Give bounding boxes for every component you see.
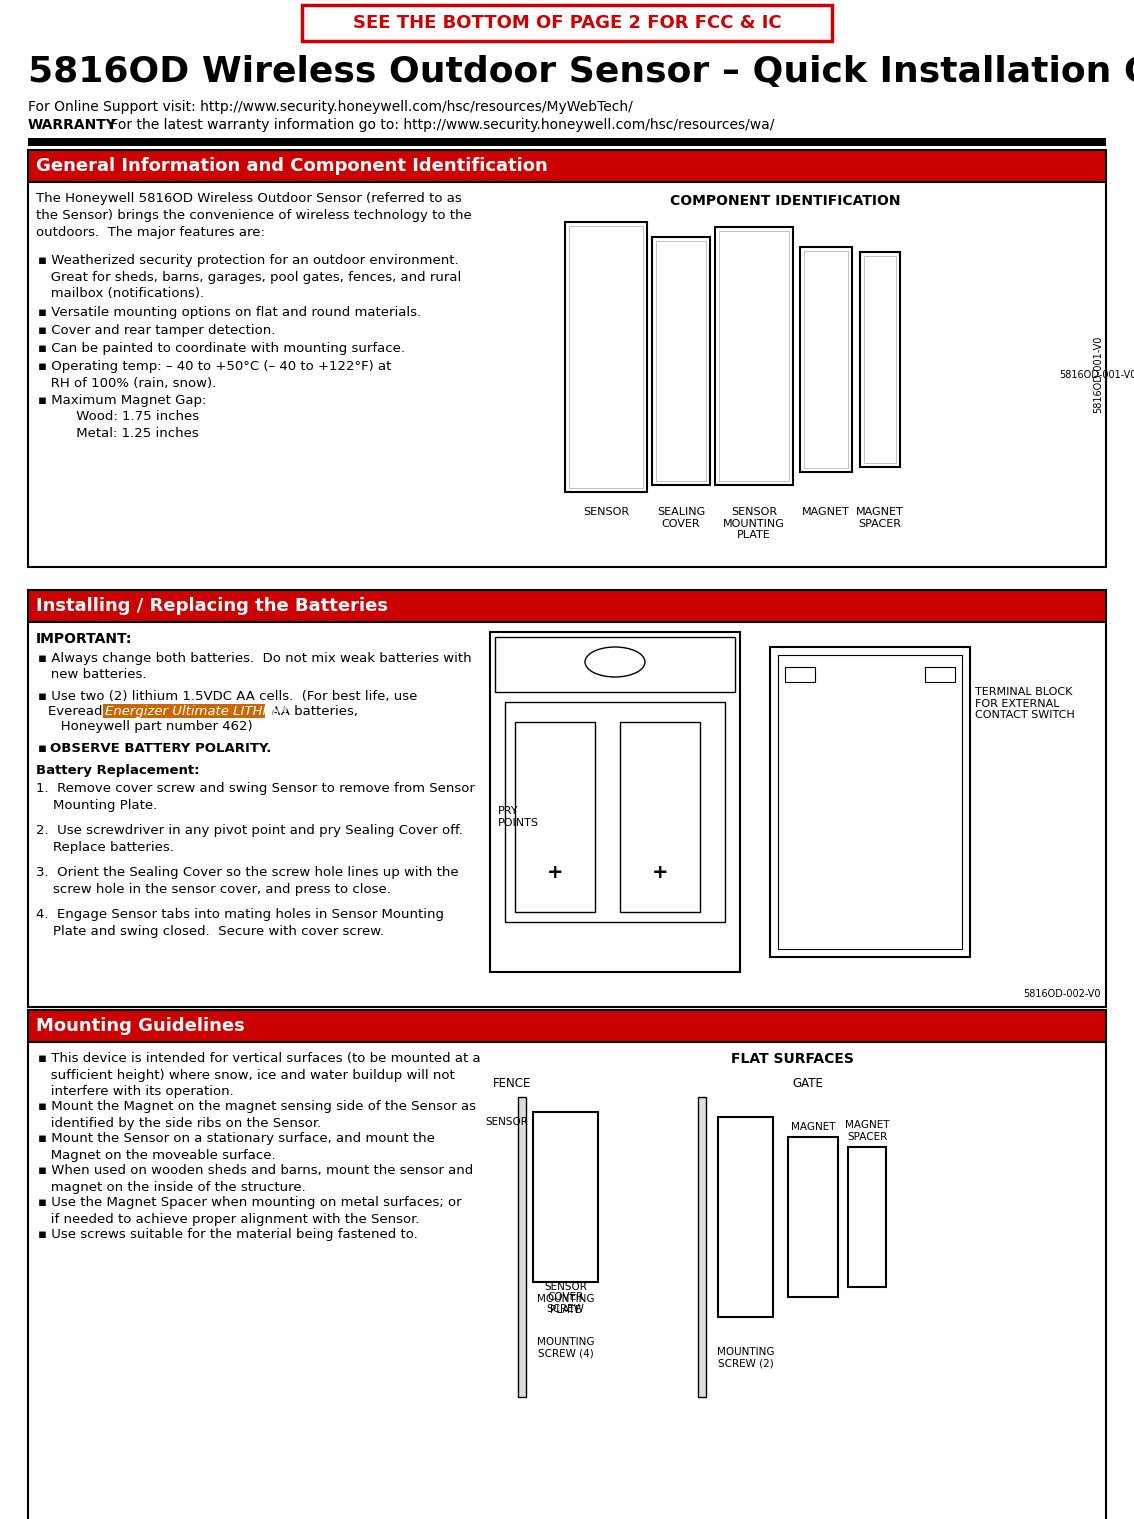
Text: ▪: ▪ <box>39 741 51 755</box>
Bar <box>505 702 725 922</box>
Text: MOUNTING
SCREW (4): MOUNTING SCREW (4) <box>536 1337 594 1358</box>
Text: AA batteries,: AA batteries, <box>266 705 358 718</box>
Text: SEE THE BOTTOM OF PAGE 2 FOR FCC & IC: SEE THE BOTTOM OF PAGE 2 FOR FCC & IC <box>353 14 781 32</box>
Bar <box>860 252 900 466</box>
Text: 3.  Orient the Sealing Cover so the screw hole lines up with the
    screw hole : 3. Orient the Sealing Cover so the screw… <box>36 866 458 896</box>
Text: MAGNET
SPACER: MAGNET SPACER <box>845 1121 889 1142</box>
Bar <box>699 1097 706 1397</box>
Text: 5816OD-001-V0: 5816OD-001-V0 <box>1059 369 1134 380</box>
Text: +: + <box>547 863 564 881</box>
Bar <box>28 1010 1106 1042</box>
Text: ▪ Mount the Magnet on the magnet sensing side of the Sensor as
   identified by : ▪ Mount the Magnet on the magnet sensing… <box>39 1100 476 1130</box>
Bar <box>799 248 852 472</box>
Bar <box>719 231 789 482</box>
Text: The Honeywell 5816OD Wireless Outdoor Sensor (referred to as
the Sensor) brings : The Honeywell 5816OD Wireless Outdoor Se… <box>36 191 472 238</box>
Text: ▪ Use the Magnet Spacer when mounting on metal surfaces; or
   if needed to achi: ▪ Use the Magnet Spacer when mounting on… <box>39 1195 462 1226</box>
Bar <box>925 667 955 682</box>
Text: SENSOR: SENSOR <box>583 507 629 516</box>
Bar <box>515 722 595 911</box>
Bar <box>785 667 815 682</box>
Bar <box>848 1147 886 1287</box>
Bar <box>541 1120 590 1274</box>
Text: COVER
SCREW: COVER SCREW <box>547 1293 584 1314</box>
Bar <box>103 703 265 718</box>
Text: MOUNTING
SCREW (2): MOUNTING SCREW (2) <box>717 1347 775 1369</box>
Text: ▪ This device is intended for vertical surfaces (to be mounted at a
   sufficien: ▪ This device is intended for vertical s… <box>39 1053 481 1098</box>
Text: ▪ Maximum Magnet Gap:
         Wood: 1.75 inches
         Metal: 1.25 inches: ▪ Maximum Magnet Gap: Wood: 1.75 inches … <box>39 393 206 441</box>
Text: IMPORTANT:: IMPORTANT: <box>36 632 133 646</box>
Text: FENCE: FENCE <box>493 1077 532 1091</box>
Text: ▪ Weatherized security protection for an outdoor environment.
   Great for sheds: ▪ Weatherized security protection for an… <box>39 254 462 299</box>
Text: For the latest warranty information go to: http://www.security.honeywell.com/hsc: For the latest warranty information go t… <box>105 118 775 132</box>
Text: SENSOR
MOUNTING
PLATE: SENSOR MOUNTING PLATE <box>536 1282 594 1315</box>
Text: FLAT SURFACES: FLAT SURFACES <box>730 1053 854 1066</box>
Bar <box>538 1116 593 1277</box>
Text: ▪ When used on wooden sheds and barns, mount the sensor and
   magnet on the ins: ▪ When used on wooden sheds and barns, m… <box>39 1164 473 1194</box>
Text: SENSOR
MOUNTING
PLATE: SENSOR MOUNTING PLATE <box>723 507 785 541</box>
Text: SENSOR: SENSOR <box>485 1116 528 1127</box>
Bar <box>28 182 1106 567</box>
Text: 1.  Remove cover screw and swing Sensor to remove from Sensor
    Mounting Plate: 1. Remove cover screw and swing Sensor t… <box>36 782 475 811</box>
Text: Mounting Guidelines: Mounting Guidelines <box>36 1018 245 1034</box>
Text: General Information and Component Identification: General Information and Component Identi… <box>36 156 548 175</box>
Bar <box>655 242 706 482</box>
Text: OBSERVE BATTERY POLARITY.: OBSERVE BATTERY POLARITY. <box>50 741 271 755</box>
Text: MAGNET
SPACER: MAGNET SPACER <box>856 507 904 529</box>
Bar <box>28 589 1106 621</box>
Bar <box>28 150 1106 182</box>
Bar <box>788 1138 838 1297</box>
Text: ▪ Always change both batteries.  Do not mix weak batteries with
   new batteries: ▪ Always change both batteries. Do not m… <box>39 652 472 682</box>
Text: 5816OD-002-V0: 5816OD-002-V0 <box>1024 989 1101 1000</box>
Bar <box>496 636 735 693</box>
Bar <box>490 632 741 972</box>
Text: TERMINAL BLOCK
FOR EXTERNAL
CONTACT SWITCH: TERMINAL BLOCK FOR EXTERNAL CONTACT SWIT… <box>975 687 1075 720</box>
Bar <box>864 257 896 463</box>
Bar <box>28 621 1106 1007</box>
Text: Energizer Ultimate LITHIUM: Energizer Ultimate LITHIUM <box>105 705 288 718</box>
Text: ▪ Use two (2) lithium 1.5VDC AA cells.  (For best life, use: ▪ Use two (2) lithium 1.5VDC AA cells. (… <box>39 690 417 703</box>
Text: 5816OD-001-V0: 5816OD-001-V0 <box>1093 336 1103 413</box>
Text: Battery Replacement:: Battery Replacement: <box>36 764 200 778</box>
Text: 2.  Use screwdriver in any pivot point and pry Sealing Cover off.
    Replace ba: 2. Use screwdriver in any pivot point an… <box>36 823 463 854</box>
Bar <box>718 1116 773 1317</box>
Bar <box>518 1097 526 1397</box>
Text: +: + <box>652 863 668 881</box>
Text: PRY
POINTS: PRY POINTS <box>498 807 539 828</box>
Bar <box>28 1042 1106 1519</box>
Text: ▪ Use screws suitable for the material being fastened to.: ▪ Use screws suitable for the material b… <box>39 1227 417 1241</box>
Text: ▪ Can be painted to coordinate with mounting surface.: ▪ Can be painted to coordinate with moun… <box>39 342 405 355</box>
Bar <box>652 237 710 485</box>
Text: WARRANTY: WARRANTY <box>28 118 117 132</box>
Text: 4.  Engage Sensor tabs into mating holes in Sensor Mounting
    Plate and swing : 4. Engage Sensor tabs into mating holes … <box>36 908 445 937</box>
Bar <box>569 226 643 488</box>
Bar <box>778 655 962 949</box>
Bar <box>565 222 648 492</box>
Text: ▪ Versatile mounting options on flat and round materials.: ▪ Versatile mounting options on flat and… <box>39 305 421 319</box>
Text: SEALING
COVER: SEALING COVER <box>657 507 705 529</box>
Bar <box>302 5 832 41</box>
Text: ▪ Cover and rear tamper detection.: ▪ Cover and rear tamper detection. <box>39 324 276 337</box>
Bar <box>716 226 793 485</box>
Text: COMPONENT IDENTIFICATION: COMPONENT IDENTIFICATION <box>670 194 900 208</box>
Text: Eveready’s: Eveready’s <box>48 705 126 718</box>
Bar <box>533 1112 598 1282</box>
Bar <box>804 251 848 468</box>
Text: GATE: GATE <box>793 1077 823 1091</box>
Text: Installing / Replacing the Batteries: Installing / Replacing the Batteries <box>36 597 388 615</box>
Text: MAGNET: MAGNET <box>790 1123 836 1132</box>
Text: ▪ Mount the Sensor on a stationary surface, and mount the
   Magnet on the movea: ▪ Mount the Sensor on a stationary surfa… <box>39 1132 434 1162</box>
Bar <box>620 722 700 911</box>
Text: MAGNET: MAGNET <box>802 507 849 516</box>
Text: For Online Support visit: http://www.security.honeywell.com/hsc/resources/MyWebT: For Online Support visit: http://www.sec… <box>28 100 633 114</box>
Bar <box>770 647 970 957</box>
Bar <box>28 138 1106 146</box>
Text: 5816OD Wireless Outdoor Sensor – Quick Installation Guide: 5816OD Wireless Outdoor Sensor – Quick I… <box>28 55 1134 90</box>
Text: ▪ Operating temp: – 40 to +50°C (– 40 to +122°F) at
   RH of 100% (rain, snow).: ▪ Operating temp: – 40 to +50°C (– 40 to… <box>39 360 391 389</box>
Text: Honeywell part number 462): Honeywell part number 462) <box>48 720 253 734</box>
